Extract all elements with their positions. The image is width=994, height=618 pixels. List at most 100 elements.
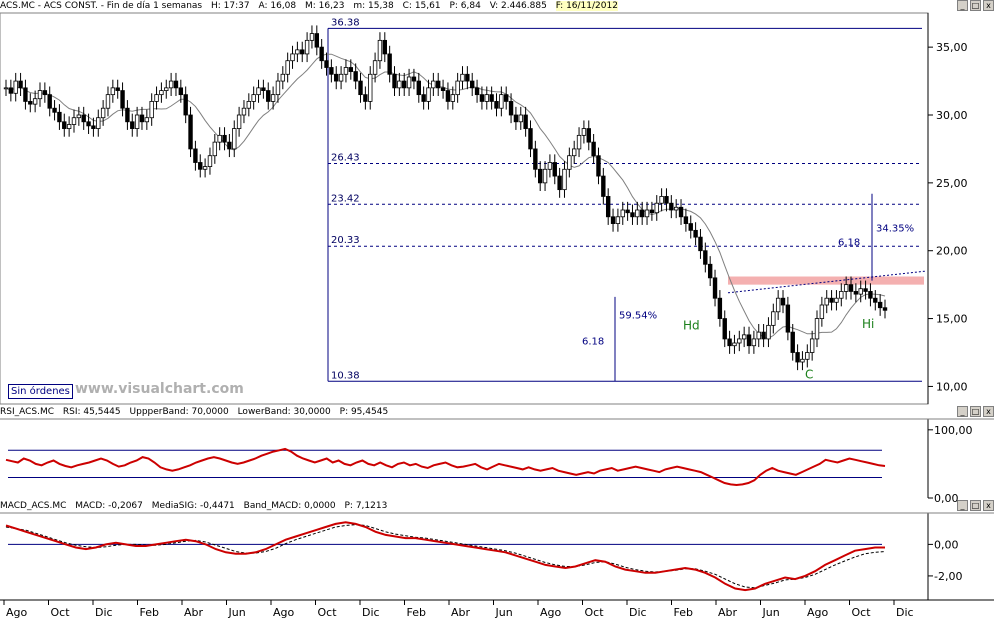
candle-body [173, 80, 179, 89]
candle-body [227, 141, 232, 150]
fib-level-label: 10.38 [331, 370, 360, 381]
candle-body [134, 114, 140, 129]
candle-body [470, 80, 475, 89]
fib-level-label: 26.43 [331, 152, 360, 163]
candle-body [644, 209, 650, 218]
moving-average-line [5, 53, 886, 339]
candle-body [42, 90, 48, 96]
candle-body [620, 209, 625, 218]
candle-body [567, 155, 572, 170]
left-measure-pct: 59.54% [619, 311, 657, 322]
maximize-icon[interactable]: □ [970, 406, 981, 417]
x-axis-tick-label: Ago [540, 606, 562, 618]
right-measure-pct: 34.35% [876, 224, 914, 235]
candle-body [28, 101, 33, 105]
candle-body [266, 90, 271, 102]
candle-body [261, 87, 266, 91]
macd-y-tick-label: 0,00 [934, 538, 959, 551]
macd-y-tick-label: -2,00 [934, 570, 962, 583]
candle-body [537, 168, 543, 184]
candle-body [207, 155, 213, 167]
candle-body [110, 87, 116, 96]
x-axis-tick-label: Dic [896, 606, 914, 618]
candle-body [23, 87, 28, 102]
candle-body [707, 263, 713, 279]
candle-body [343, 67, 349, 75]
candle-body [654, 202, 659, 214]
candle-body [3, 87, 9, 90]
volume-value: V: 2.446.885 [489, 1, 547, 11]
candle-body [819, 304, 825, 319]
x-axis-tick-label: Ago [6, 606, 28, 618]
candle-body [601, 175, 606, 197]
candle-body [62, 121, 67, 129]
candle-body [290, 53, 295, 62]
candle-body [154, 94, 159, 102]
minimize-icon[interactable]: _ [957, 406, 968, 417]
candle-body [329, 67, 334, 75]
candle-body [338, 73, 344, 82]
candle-body [100, 107, 106, 119]
candle-body [81, 114, 86, 123]
rsi-p-value: P: 95,4545 [339, 407, 389, 417]
candle-body [460, 73, 465, 82]
x-axis-tick-label: Oct [852, 606, 872, 618]
candle-body [785, 304, 791, 333]
candle-body [499, 94, 504, 109]
price-y-tick-label: 20,00 [936, 245, 968, 258]
candle-body [222, 134, 227, 143]
maximize-icon[interactable]: □ [970, 0, 981, 11]
candle-body [402, 80, 407, 89]
x-axis-tick-label: Abr [451, 606, 471, 618]
rsi-upper-band: UppperBand: 70,0000 [129, 407, 229, 417]
left-measure-value: 6.18 [582, 336, 604, 347]
maximize-icon[interactable]: □ [970, 500, 981, 511]
candle-body [450, 94, 455, 102]
candle-body [863, 288, 868, 292]
candle-body [693, 229, 698, 238]
candle-body [71, 117, 77, 125]
candle-body [353, 71, 358, 82]
candle-body [610, 216, 616, 224]
x-axis-tick-label: Ago [807, 606, 829, 618]
candle-body [455, 80, 460, 96]
candle-body [649, 209, 655, 214]
candle-body [586, 128, 591, 143]
candle-body [358, 80, 363, 96]
x-axis-tick-label: Dic [362, 606, 380, 618]
candle-body [406, 76, 412, 89]
candle-body [66, 124, 72, 129]
minimize-icon[interactable]: _ [957, 500, 968, 511]
candle-body [183, 94, 188, 116]
macd-p-value: P: 7,1213 [344, 501, 388, 511]
candle-body [411, 76, 417, 82]
macd-signal-value: MediaSIG: -0,4471 [151, 501, 235, 511]
minimize-icon[interactable]: _ [957, 0, 968, 11]
candle-body [217, 134, 222, 143]
low-value: m: 15,38 [353, 1, 394, 11]
label-hi: Hi [862, 317, 874, 331]
candle-body [873, 297, 878, 303]
candle-body [193, 148, 198, 163]
x-axis-tick-label: Feb [674, 606, 693, 618]
candle-body [528, 128, 533, 150]
candle-body [8, 87, 14, 94]
candle-body [513, 114, 519, 123]
x-axis-tick-label: Oct [51, 606, 71, 618]
rsi-panel-header: RSI_ACS.MC RSI: 45,5445 UppperBand: 70,0… [0, 406, 994, 419]
candle-body [275, 80, 281, 96]
rsi-value: RSI: 45,5445 [62, 407, 121, 417]
candle-body [877, 301, 883, 309]
rsi-lower-band: LowerBand: 30,0000 [237, 407, 331, 417]
candle-body [246, 101, 252, 109]
x-axis-tick-label: Dic [629, 606, 647, 618]
candle-body [639, 209, 645, 218]
candle-body [445, 90, 451, 102]
orders-badge[interactable]: Sin órdenes [8, 384, 73, 399]
candle-body [751, 338, 757, 347]
open-value: A: 16,08 [258, 1, 297, 11]
x-axis-tick-label: Jun [495, 606, 513, 618]
date-value: F: 16/11/2012 [555, 1, 618, 11]
candle-body [484, 94, 489, 102]
